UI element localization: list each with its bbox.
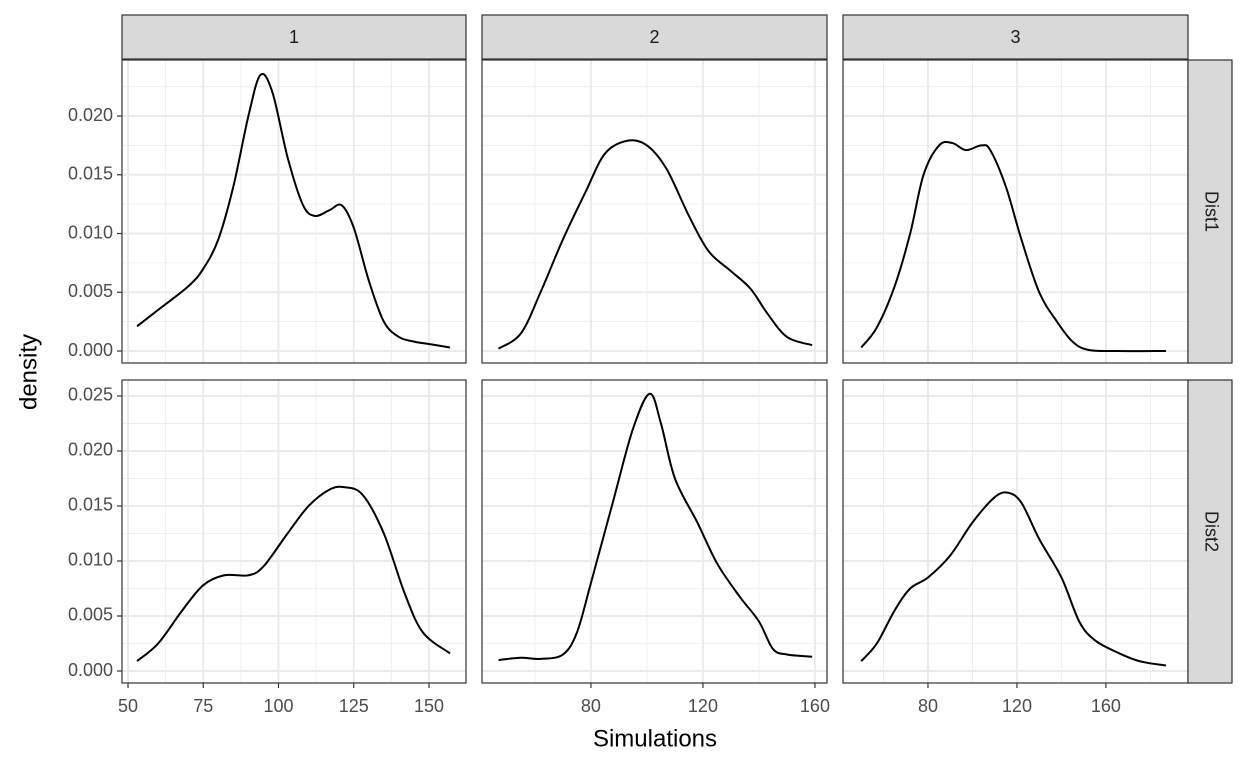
strip [842, 14, 1189, 60]
y-tick-label: 0.000 [68, 340, 113, 360]
panel-border [121, 379, 467, 684]
x-tick-label: 80 [581, 696, 601, 716]
x-tick-label: 100 [263, 696, 293, 716]
density-line [860, 140, 1166, 353]
y-tick-label: 0.020 [68, 440, 113, 460]
panel-background [482, 60, 827, 363]
strip-label: 2 [649, 27, 659, 47]
panel-border [121, 59, 467, 364]
density-line [136, 72, 451, 349]
panel-background [482, 380, 827, 683]
x-tick-label: 125 [339, 696, 369, 716]
x-tick-label: 80 [918, 696, 938, 716]
y-axis-title: density [15, 334, 42, 410]
strip-label: Dist1 [1201, 191, 1221, 232]
x-tick-label: 160 [800, 696, 830, 716]
strip-label: Dist2 [1201, 511, 1221, 552]
y-tick-label: 0.000 [68, 660, 113, 680]
strip [1187, 59, 1233, 364]
x-tick-label: 150 [414, 696, 444, 716]
panel-background [122, 380, 466, 683]
strip-label: 3 [1010, 27, 1020, 47]
y-tick-label: 0.015 [68, 164, 113, 184]
panel-background [122, 60, 466, 363]
x-tick-label: 160 [1091, 696, 1121, 716]
y-tick-label: 0.005 [68, 281, 113, 301]
y-tick-label: 0.010 [68, 550, 113, 570]
x-tick-label: 120 [1002, 696, 1032, 716]
x-tick-label: 75 [193, 696, 213, 716]
density-line [498, 392, 813, 662]
strip [1187, 379, 1233, 684]
strip [121, 14, 467, 60]
x-tick-label: 120 [688, 696, 718, 716]
density-line [136, 485, 451, 662]
panel-background [843, 380, 1188, 683]
y-tick-label: 0.015 [68, 495, 113, 515]
density-line [497, 139, 813, 350]
x-axis-title: Simulations [593, 725, 717, 752]
panel-border [481, 59, 828, 364]
x-tick-label: 50 [118, 696, 138, 716]
density-line [860, 491, 1167, 667]
y-tick-label: 0.010 [68, 222, 113, 242]
y-tick-label: 0.025 [68, 385, 113, 405]
panel-background [843, 60, 1188, 363]
strip-label: 1 [289, 27, 299, 47]
y-tick-label: 0.005 [68, 605, 113, 625]
y-tick-label: 0.020 [68, 105, 113, 125]
strip [481, 14, 828, 60]
panel-border [481, 379, 828, 684]
